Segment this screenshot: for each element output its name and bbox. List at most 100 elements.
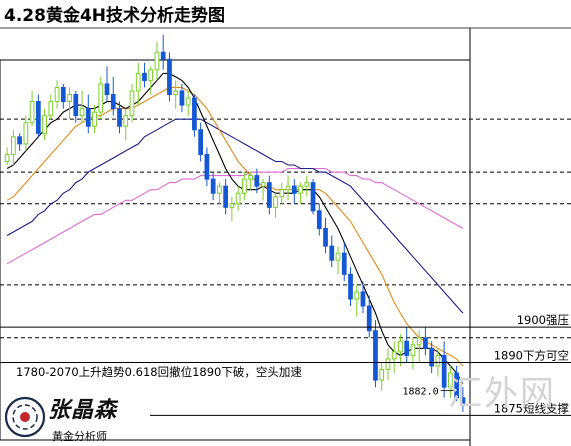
candle-body [135, 72, 141, 92]
candle-body [160, 51, 166, 60]
candle-body [35, 101, 41, 134]
candle-body [79, 108, 85, 117]
candle-body [254, 175, 260, 187]
candles [4, 34, 466, 412]
candle [210, 172, 216, 201]
candle-body [92, 111, 97, 127]
candle [92, 105, 97, 134]
level-label-2: 1875短线支撑 [494, 401, 570, 415]
candle [185, 90, 191, 116]
candle [254, 168, 260, 194]
candle [329, 235, 335, 268]
candle-body [266, 182, 272, 208]
candle-body [154, 51, 160, 71]
candle-body [129, 90, 135, 117]
candle [73, 90, 79, 123]
candle [54, 80, 60, 109]
candle-body [67, 94, 72, 103]
candle-body [148, 69, 154, 81]
candle [173, 80, 179, 109]
candle [160, 34, 166, 70]
candle [223, 179, 229, 215]
candle-body [335, 252, 341, 261]
candle [373, 320, 378, 388]
candle-body [310, 182, 316, 212]
candle-body [223, 185, 229, 208]
candle [291, 179, 297, 204]
candle [335, 246, 341, 275]
candle-body [85, 108, 91, 127]
candle-body [460, 397, 466, 406]
candle-body [410, 344, 416, 356]
candle [285, 175, 291, 201]
candle-body [304, 182, 310, 187]
candle [404, 327, 410, 363]
ma-mid-line [6, 86, 464, 367]
candle-body [179, 90, 185, 106]
candle [266, 175, 272, 215]
candle [391, 341, 397, 374]
candle-body [42, 115, 47, 134]
candle-body [416, 337, 422, 346]
candle-body [4, 153, 10, 162]
candle [460, 387, 466, 412]
plot-frame [0, 59, 471, 441]
candle-body [273, 196, 278, 208]
candle-body [17, 136, 22, 145]
candle [179, 83, 185, 113]
candle-body [385, 358, 391, 370]
candle [217, 182, 222, 204]
candle [48, 94, 54, 120]
candle [454, 365, 460, 402]
level-label-0: 1900强压 [517, 313, 569, 327]
candle [123, 108, 129, 141]
candle-body [185, 97, 191, 106]
candle [23, 115, 29, 151]
candle-body [29, 101, 35, 124]
candle [42, 108, 47, 141]
candle [316, 203, 322, 236]
candle [441, 341, 447, 398]
candle-body [54, 86, 60, 103]
candle [354, 284, 360, 317]
candle [154, 41, 160, 81]
candle-body [373, 330, 378, 381]
candle-body [198, 129, 204, 155]
candle-body [379, 368, 385, 381]
candle [35, 94, 41, 137]
candle-body [10, 136, 16, 155]
candle-body [298, 185, 303, 194]
candle [4, 147, 10, 166]
candle [198, 122, 204, 162]
candle-body [23, 122, 29, 145]
candle-body [366, 305, 372, 332]
ma-long-line [6, 167, 464, 265]
candle-body [210, 178, 216, 194]
ma-fast-line [6, 72, 464, 384]
brand-subtitle: 黄金分析师 [52, 430, 107, 443]
ma-slow-line [6, 118, 464, 314]
watermark: 汇外网 [448, 374, 556, 414]
candle-body [104, 83, 110, 96]
candle [204, 147, 210, 187]
candle-body [142, 72, 147, 81]
candle [348, 267, 353, 307]
candle-body [435, 354, 441, 367]
candle-body [248, 175, 253, 180]
brand-logo-icon [4, 396, 46, 438]
candle-body [48, 101, 54, 117]
candle [148, 66, 154, 95]
candle-body [235, 192, 241, 205]
candle [229, 196, 235, 222]
candle-body [241, 178, 247, 194]
candle [298, 182, 303, 204]
candle [410, 337, 416, 370]
candle-body [217, 185, 222, 194]
candle [235, 186, 241, 211]
candle-body [98, 83, 104, 113]
candle-body [329, 245, 335, 261]
candle [304, 175, 310, 197]
level-label-1: 1890下方可空 [494, 348, 569, 362]
moving-averages [6, 72, 464, 384]
